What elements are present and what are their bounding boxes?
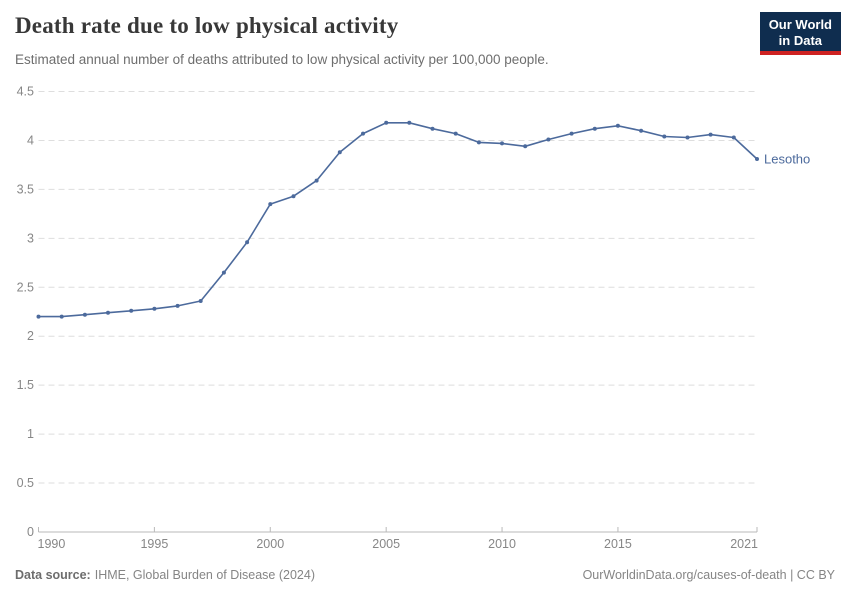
y-tick-label: 1 [27, 427, 34, 441]
data-point-marker[interactable] [106, 310, 110, 315]
data-point-marker[interactable] [731, 135, 736, 140]
data-point-marker[interactable] [175, 303, 180, 308]
data-point-marker[interactable] [615, 123, 620, 128]
chart-footer: Data source: IHME, Global Burden of Disea… [15, 568, 835, 582]
series-label[interactable]: Lesotho [764, 152, 810, 167]
data-point-marker[interactable] [36, 314, 41, 319]
data-point-marker[interactable] [314, 178, 319, 183]
data-point-marker[interactable] [523, 144, 528, 149]
data-point-marker[interactable] [453, 131, 458, 136]
data-point-marker[interactable] [337, 150, 342, 155]
y-tick-label: 2.5 [17, 280, 34, 294]
data-point-marker[interactable] [221, 270, 226, 275]
data-point-marker[interactable] [708, 132, 713, 137]
data-point-marker[interactable] [546, 137, 551, 142]
data-source: Data source: IHME, Global Burden of Disea… [15, 568, 315, 582]
owid-logo-line1: Our World [768, 17, 832, 32]
data-source-label: Data source: [15, 568, 91, 582]
data-point-marker[interactable] [198, 299, 203, 303]
data-point-marker[interactable] [384, 120, 389, 125]
y-tick-label: 1.5 [17, 378, 34, 392]
data-point-marker[interactable] [129, 308, 134, 313]
data-point-marker[interactable] [59, 314, 64, 319]
data-point-marker[interactable] [407, 120, 412, 125]
x-tick-label: 1995 [140, 537, 168, 551]
y-tick-label: 0 [27, 525, 34, 539]
data-point-marker[interactable] [430, 126, 435, 131]
x-tick-label: 2005 [372, 537, 400, 551]
y-tick-label: 3.5 [17, 182, 34, 196]
data-point-marker[interactable] [662, 134, 667, 139]
data-point-marker[interactable] [268, 202, 273, 207]
credit-link[interactable]: OurWorldinData.org/causes-of-death | CC … [582, 568, 835, 582]
chart-subtitle: Estimated annual number of deaths attrib… [15, 52, 549, 67]
data-point-marker[interactable] [569, 131, 574, 136]
x-tick-label: 2010 [488, 537, 516, 551]
y-tick-label: 0.5 [17, 476, 34, 490]
page-title: Death rate due to low physical activity [15, 13, 399, 38]
data-point-marker[interactable] [361, 131, 365, 136]
data-point-marker[interactable] [685, 135, 690, 140]
y-tick-label: 4.5 [17, 85, 34, 99]
owid-logo[interactable]: Our World in Data [759, 12, 841, 56]
x-tick-label: 1990 [38, 537, 66, 551]
data-point-marker[interactable] [476, 140, 481, 145]
data-point-marker[interactable] [755, 157, 759, 161]
x-tick-label: 2015 [604, 537, 632, 551]
owid-logo-line2: in Data [778, 32, 823, 48]
y-tick-label: 4 [27, 133, 34, 147]
data-point-marker[interactable] [82, 312, 87, 317]
data-point-marker[interactable] [245, 240, 250, 245]
data-point-marker[interactable] [291, 194, 296, 199]
series-line[interactable] [37, 122, 758, 318]
y-tick-label: 2 [27, 329, 34, 343]
data-point-marker[interactable] [152, 306, 157, 311]
y-tick-label: 3 [27, 231, 34, 245]
x-tick-label: 2000 [256, 537, 284, 551]
x-tick-label: 2021 [730, 537, 758, 551]
data-source-value: IHME, Global Burden of Disease (2024) [94, 568, 315, 582]
data-point-marker[interactable] [500, 141, 504, 146]
data-point-marker[interactable] [639, 128, 644, 133]
data-point-marker[interactable] [592, 126, 597, 131]
